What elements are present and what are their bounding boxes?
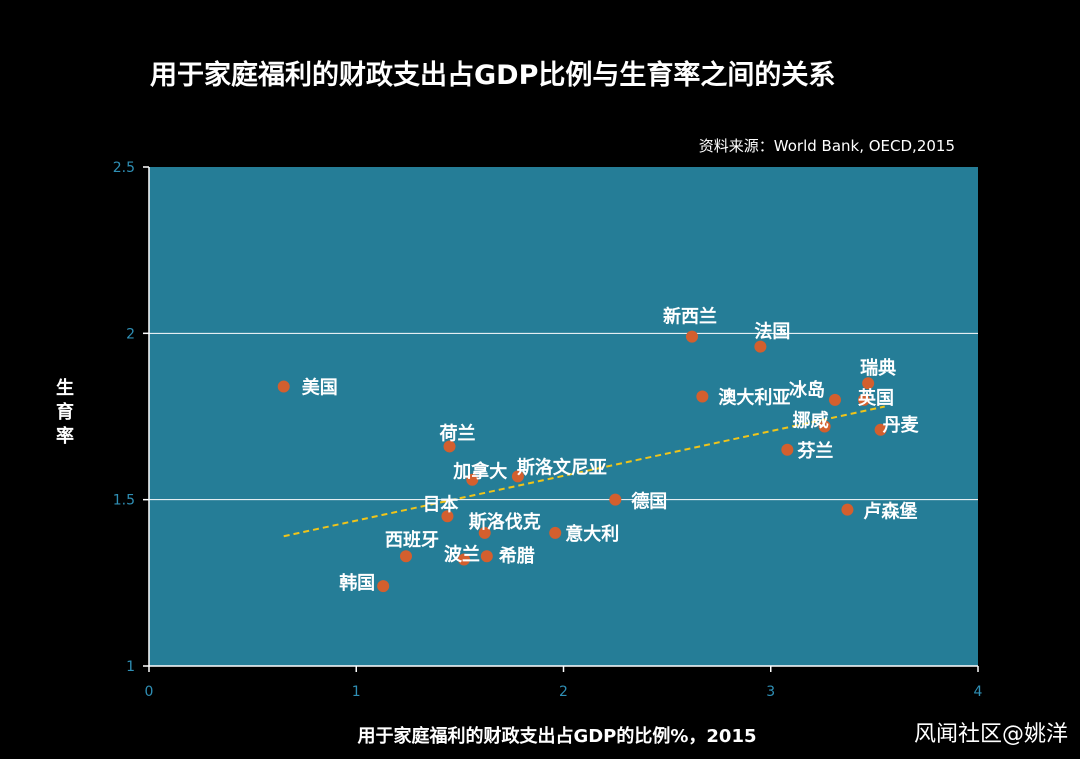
plot-area	[149, 167, 978, 666]
data-point	[818, 420, 831, 433]
x-axis-label: 用于家庭福利的财政支出占GDP的比例%，2015	[357, 725, 756, 747]
data-point	[862, 377, 875, 390]
point-label: 荷兰	[440, 422, 476, 444]
data-point	[480, 550, 493, 563]
data-point	[828, 393, 841, 406]
y-axis-label-char-1: 生	[56, 377, 74, 399]
data-point	[478, 526, 491, 539]
trendline	[283, 405, 885, 538]
x-tick-label: 4	[974, 684, 983, 700]
y-axis-label-char-2: 育	[56, 401, 74, 423]
y-axis-label-char-3: 率	[56, 425, 74, 447]
data-point	[466, 473, 479, 486]
point-label: 德国	[631, 491, 667, 513]
point-label: 意大利	[565, 523, 619, 545]
data-point	[696, 390, 709, 403]
point-label: 瑞典	[860, 357, 896, 379]
point-label: 日本	[422, 493, 458, 515]
point-label: 澳大利亚	[718, 387, 790, 409]
point-label: 英国	[857, 387, 894, 409]
chart-source: 资料来源：World Bank, OECD,2015	[699, 137, 955, 155]
point-label: 冰岛	[789, 379, 825, 401]
chart-title: 用于家庭福利的财政支出占GDP比例与生育率之间的关系	[150, 59, 835, 91]
point-label: 美国	[302, 377, 338, 399]
y-tick-label: 1.5	[113, 493, 135, 509]
data-point	[549, 526, 562, 539]
point-label: 芬兰	[796, 440, 833, 462]
data-point	[754, 340, 767, 353]
data-point	[443, 440, 456, 453]
point-label: 挪威	[793, 409, 829, 431]
y-tick-label: 1	[126, 659, 135, 675]
x-tick-label: 1	[352, 684, 361, 700]
point-label: 法国	[754, 321, 790, 343]
data-point	[458, 553, 471, 566]
data-point	[441, 510, 454, 523]
x-tick-label: 2	[559, 684, 568, 700]
point-label: 丹麦	[883, 414, 920, 436]
data-point	[874, 423, 887, 436]
point-label: 新西兰	[663, 306, 717, 328]
x-tick-label: 0	[145, 684, 154, 700]
y-tick-label: 2.5	[113, 160, 135, 176]
y-tick-label: 2	[126, 326, 135, 342]
watermark: 风闻社区@姚洋	[914, 722, 1068, 747]
data-point	[377, 580, 390, 593]
data-point	[841, 503, 854, 516]
data-point	[277, 380, 290, 393]
point-label: 西班牙	[385, 530, 439, 551]
point-label: 波兰	[444, 544, 480, 566]
gridlines	[149, 332, 978, 501]
data-point	[399, 550, 412, 563]
data-points	[277, 330, 887, 593]
point-label: 韩国	[339, 572, 375, 594]
ticks: 0 1 2 3 411.522.5	[113, 160, 983, 700]
data-point	[858, 393, 871, 406]
data-point	[609, 493, 622, 506]
data-point	[511, 470, 524, 483]
data-point	[781, 443, 794, 456]
point-label: 希腊	[499, 545, 535, 567]
point-label: 斯洛文尼亚	[517, 456, 607, 478]
point-label: 加拿大	[452, 461, 507, 483]
point-label: 卢森堡	[863, 501, 917, 523]
x-tick-label: 3	[766, 684, 775, 700]
data-point	[685, 330, 698, 343]
point-label: 斯洛伐克	[469, 511, 541, 533]
